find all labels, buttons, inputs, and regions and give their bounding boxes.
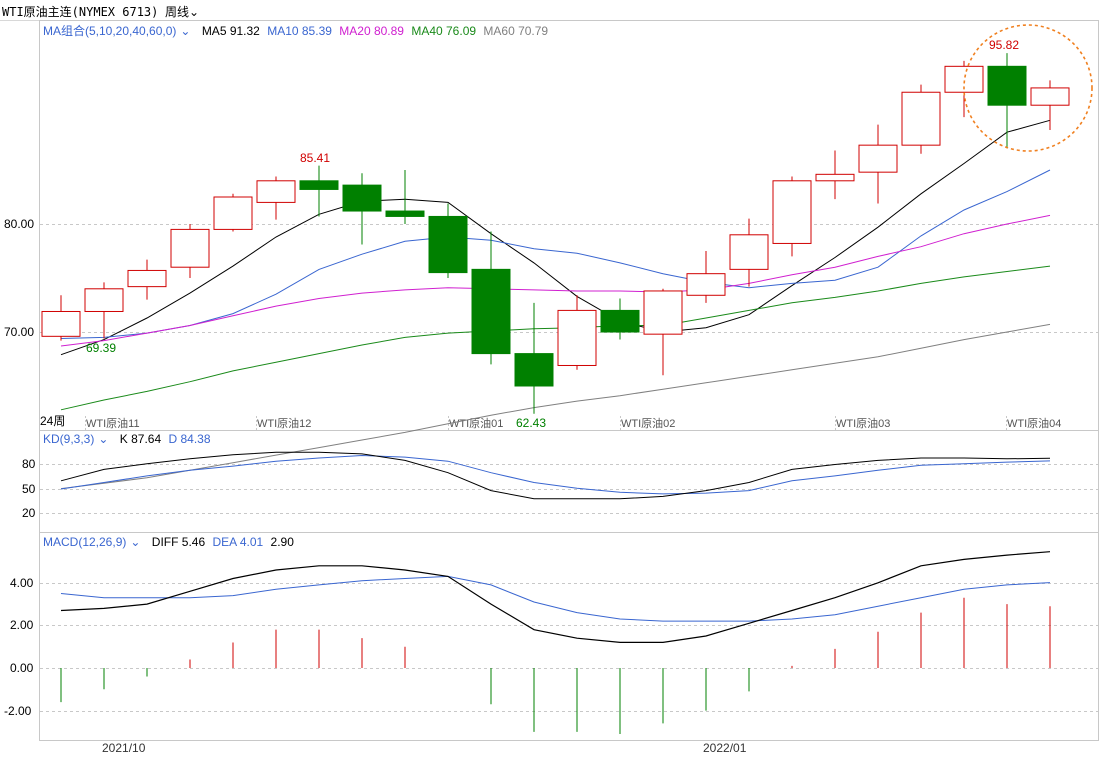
dea-line: [60, 575, 1051, 622]
high-mark-85: 85.41: [300, 151, 330, 165]
candle-body: [213, 196, 253, 230]
candle-body: [471, 268, 511, 355]
candle-body: [987, 65, 1027, 106]
date-label-1: 2022/01: [703, 741, 747, 755]
dea-label: DEA 4.01: [212, 535, 264, 549]
ma10-line: [60, 169, 1051, 339]
date-label-0: 2021/10: [102, 741, 146, 755]
month-label-11: WTI原油11: [86, 416, 140, 430]
macd-tick-2: 2.00: [10, 618, 34, 632]
k-line: [60, 451, 1051, 500]
candle-body: [342, 184, 382, 212]
candle-body: [299, 180, 339, 190]
price-tick-80: 80.00: [4, 217, 34, 231]
plot-layer: [41, 53, 1070, 735]
macd-legend: MACD(12,26,9) ⌄ DIFF 5.46 DEA 4.01 2.90: [43, 535, 298, 549]
month-label-01: WTI原油01: [449, 416, 503, 430]
ma5-label: MA5 91.32: [201, 24, 260, 38]
low-mark-69: 69.39: [86, 341, 116, 355]
ma40-label: MA40 76.09: [411, 24, 477, 38]
low-mark-62: 62.43: [516, 416, 546, 430]
candle-body: [557, 309, 597, 366]
macd-tick-neg2: -2.00: [4, 704, 32, 718]
ma-legend-text: MA组合(5,10,20,40,60,0): [43, 24, 177, 38]
month-label-04: WTI原油04: [1007, 416, 1061, 430]
kd-tick-50: 50: [22, 482, 36, 496]
price-legend: MA组合(5,10,20,40,60,0) ⌄ MA5 91.32 MA10 85…: [43, 22, 552, 39]
candle-body: [428, 215, 468, 274]
candle-body: [901, 91, 941, 146]
candle-body: [772, 180, 812, 244]
diff-label: DIFF 5.46: [151, 535, 206, 549]
ma20-line: [60, 214, 1051, 347]
chevron-down-icon: ⌄: [180, 24, 191, 38]
chevron-down-icon: ⌄: [130, 535, 141, 549]
candle-body: [1030, 87, 1070, 106]
macd-legend-label[interactable]: MACD(12,26,9) ⌄: [43, 535, 144, 549]
ma40-line: [60, 265, 1051, 411]
macd-legend-text: MACD(12,26,9): [43, 535, 127, 549]
ma-legend-label[interactable]: MA组合(5,10,20,40,60,0) ⌄: [43, 24, 194, 38]
period-count-label: 24周: [40, 414, 65, 428]
kd-legend-label[interactable]: KD(9,3,3) ⌄: [43, 432, 112, 446]
kd-tick-20: 20: [22, 506, 36, 520]
top-toolbar: WTI原油主连(NYMEX 6713) 周线⌄: [0, 0, 1099, 21]
candle-body: [686, 273, 726, 296]
period-label: 周线: [165, 5, 190, 19]
macd-tick-4: 4.00: [10, 576, 34, 590]
candle-body: [385, 210, 425, 217]
highlight-circle: [963, 24, 1093, 152]
candle-body: [643, 290, 683, 335]
candle-body: [84, 288, 124, 312]
candle-body: [170, 228, 210, 268]
kd-legend-text: KD(9,3,3): [43, 432, 95, 446]
ma20-label: MA20 80.89: [339, 24, 404, 38]
period-selector[interactable]: 周线⌄: [165, 3, 199, 20]
macd-tick-0: 0.00: [10, 661, 34, 675]
price-panel-border: [39, 20, 1099, 431]
month-label-12: WTI原油12: [257, 416, 311, 430]
chart-area[interactable]: 80.00 70.00 80 50 20 4.00 2.00 0.00 -2.0…: [0, 20, 1099, 761]
diff-line: [60, 551, 1051, 644]
candle-body: [514, 353, 554, 387]
candle-body: [127, 269, 167, 288]
month-label-02: WTI原油02: [621, 416, 675, 430]
chevron-down-icon: ⌄: [98, 432, 109, 446]
candle-body: [256, 180, 296, 203]
candle-body: [729, 234, 769, 270]
candle-body: [815, 173, 855, 182]
kd-legend: KD(9,3,3) ⌄ K 87.64 D 84.38: [43, 432, 215, 446]
candle-body: [41, 310, 81, 337]
d-line: [60, 454, 1051, 495]
ma60-line: [60, 323, 1051, 490]
chevron-down-icon: ⌄: [189, 5, 200, 19]
macd-value-label: 2.90: [270, 535, 294, 549]
candle-body: [858, 144, 898, 173]
d-label: D 84.38: [168, 432, 211, 446]
ma5-line: [60, 119, 1051, 356]
ma10-label: MA10 85.39: [267, 24, 332, 38]
price-tick-70: 70.00: [4, 325, 34, 339]
candle-body: [600, 309, 640, 333]
high-mark-95: 95.82: [989, 38, 1019, 52]
month-label-03: WTI原油03: [836, 416, 890, 430]
instrument-title[interactable]: WTI原油主连(NYMEX 6713): [2, 5, 159, 19]
k-label: K 87.64: [119, 432, 162, 446]
ma60-label: MA60 70.79: [483, 24, 549, 38]
kd-tick-80: 80: [22, 457, 36, 471]
